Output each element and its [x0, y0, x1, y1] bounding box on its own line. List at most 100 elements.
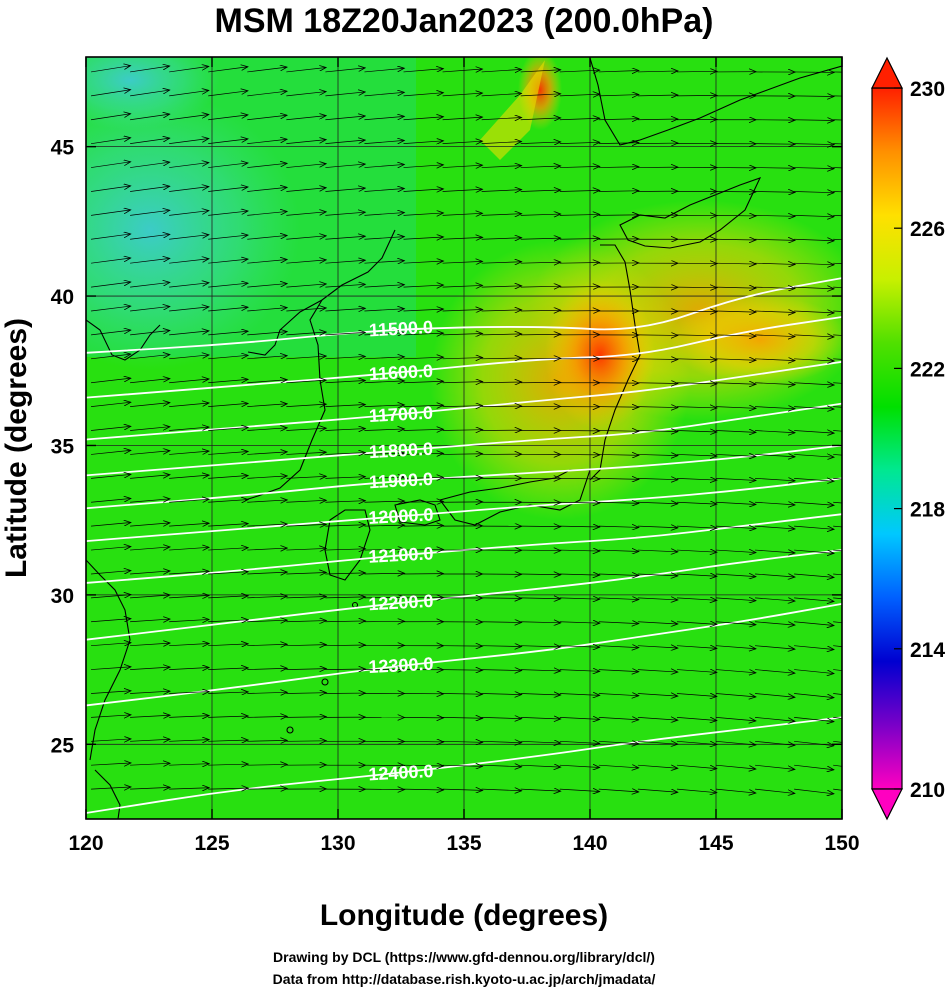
wind-vector — [755, 454, 795, 456]
wind-vector — [598, 478, 639, 479]
wind-vector — [403, 141, 444, 144]
wind-vector — [833, 597, 842, 600]
wind-vector — [598, 143, 639, 144]
wind-vector — [364, 285, 404, 287]
wind-vector — [637, 335, 678, 336]
wind-vector — [130, 210, 170, 216]
wind-vector — [286, 164, 326, 168]
wind-vector — [833, 95, 842, 97]
wind-vector — [755, 621, 795, 625]
wind-vector — [520, 190, 561, 191]
wind-vector — [130, 306, 170, 312]
wind-vector — [637, 119, 678, 120]
wind-vector — [169, 307, 209, 312]
wind-vector — [833, 382, 842, 384]
wind-vector — [715, 431, 756, 433]
wind-vector — [676, 359, 717, 360]
wind-vector — [833, 238, 842, 241]
wind-vector — [90, 330, 131, 336]
colorbar-extend-min — [871, 788, 903, 821]
graticule — [86, 57, 842, 819]
credit-line-1: Drawing by DCL (https://www.gfd-dennou.o… — [273, 949, 655, 965]
wind-vector — [676, 646, 717, 649]
wind-vector — [403, 501, 444, 502]
wind-vector — [364, 429, 404, 431]
wind-vector — [208, 139, 248, 145]
wind-vector — [90, 234, 131, 240]
wind-vector — [598, 741, 639, 744]
wind-vector — [364, 597, 404, 598]
wind-vector — [833, 740, 842, 743]
wind-vector — [481, 789, 522, 791]
wind-vector — [247, 524, 287, 526]
wind-vector — [247, 716, 287, 717]
wind-vector — [286, 669, 326, 670]
wind-vector — [90, 354, 131, 360]
wind-vector — [91, 691, 131, 694]
wind-vector — [90, 90, 131, 97]
wind-vector — [90, 114, 131, 121]
wind-vector — [169, 571, 209, 574]
wind-vector — [520, 670, 561, 671]
wind-vector — [325, 140, 365, 145]
wind-vector — [286, 332, 326, 335]
wind-vector — [520, 70, 561, 72]
wind-vector — [559, 526, 600, 527]
wind-vector — [833, 501, 842, 504]
wind-vector — [403, 69, 444, 73]
wind-vector — [325, 236, 365, 239]
wind-vector — [442, 358, 483, 359]
wind-vector — [247, 548, 287, 550]
wind-vector — [637, 95, 678, 96]
wind-vector — [833, 669, 842, 671]
wind-vector — [520, 118, 561, 120]
contour-line — [86, 402, 842, 477]
wind-vector — [130, 331, 170, 336]
wind-vector — [130, 547, 170, 550]
contour-label: 12100.0 — [368, 543, 434, 566]
wind-vector — [91, 595, 131, 599]
wind-vector — [247, 740, 287, 741]
wind-vector — [598, 550, 639, 551]
wind-vector — [520, 574, 561, 575]
wind-vector — [442, 454, 483, 455]
wind-vector — [169, 547, 209, 550]
wind-vector — [130, 355, 170, 360]
wind-vector — [715, 407, 756, 409]
wind-vector — [833, 167, 842, 169]
wind-vector — [169, 163, 209, 168]
wind-vector — [676, 717, 717, 720]
wind-vector — [169, 403, 209, 407]
wind-vector — [208, 500, 248, 503]
wind-vector — [520, 789, 561, 791]
credit-line-2: Data from http://database.rish.kyoto-u.a… — [273, 971, 656, 987]
wind-vector — [325, 669, 365, 670]
wind-vector — [90, 306, 131, 312]
wind-vector — [676, 550, 717, 552]
wind-vector — [794, 764, 834, 770]
wind-vector — [208, 548, 248, 550]
wind-vector — [247, 380, 287, 383]
wind-vector — [559, 693, 600, 695]
wind-vector — [481, 670, 522, 671]
wind-vector — [169, 764, 209, 766]
wind-vector — [559, 717, 600, 719]
wind-vector — [325, 332, 365, 335]
wind-vector — [676, 478, 717, 480]
wind-vector — [364, 573, 404, 574]
wind-vector — [130, 739, 170, 741]
wind-vector — [364, 68, 404, 73]
wind-vector — [598, 95, 639, 96]
wind-vector — [637, 359, 678, 360]
wind-vector — [286, 284, 326, 287]
wind-vector — [715, 263, 756, 264]
wind-vector — [794, 549, 834, 553]
wind-vector — [403, 429, 444, 430]
wind-vector — [364, 405, 404, 407]
wind-vector — [676, 383, 717, 384]
wind-vector — [715, 454, 756, 456]
wind-vector — [325, 356, 365, 358]
wind-vector — [715, 598, 756, 601]
wind-vector — [91, 378, 131, 384]
wind-vector — [442, 141, 483, 143]
